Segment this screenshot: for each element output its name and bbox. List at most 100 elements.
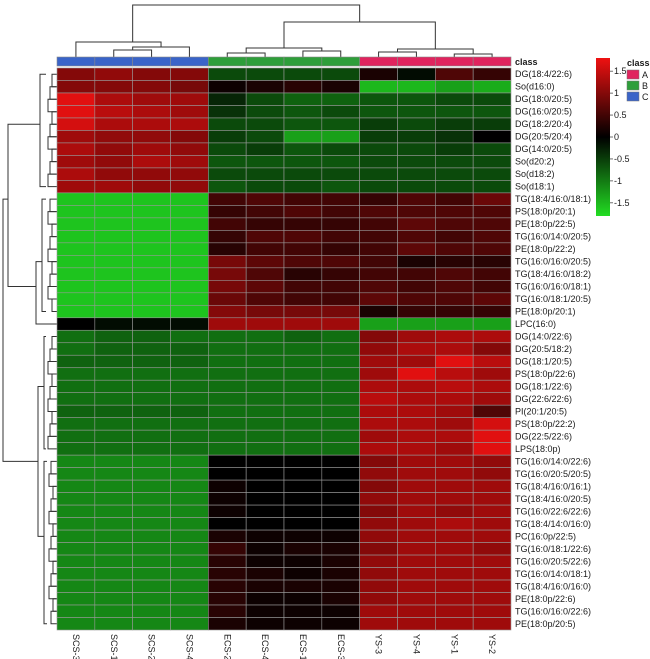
heatmap-cell (472, 255, 512, 269)
heatmap-cell (359, 92, 398, 106)
heatmap-cell (397, 205, 436, 219)
heatmap-cell (397, 504, 436, 518)
heatmap-cell (359, 517, 398, 531)
column-label: ECS-4 (260, 634, 270, 659)
heatmap-cell (94, 379, 133, 394)
heatmap-cell (472, 205, 512, 219)
dendrogram-branch (51, 373, 57, 387)
heatmap-cell (208, 92, 247, 106)
heatmap-cell (321, 367, 360, 381)
heatmap-cell (435, 304, 474, 319)
heatmap-cell (321, 329, 360, 344)
heatmap-cell (321, 492, 360, 506)
heatmap-cell (170, 92, 209, 106)
heatmap-cell (208, 479, 247, 493)
heatmap-cell (397, 379, 436, 394)
heatmap-cell (321, 479, 360, 493)
heatmap-cell (132, 442, 171, 456)
heatmap-cell (56, 504, 96, 518)
column-label: ECS-1 (298, 634, 308, 659)
heatmap-cell (56, 367, 96, 381)
heatmap-cell (132, 80, 171, 94)
column-label: SCS-2 (147, 634, 157, 659)
heatmap-cell (321, 354, 360, 369)
heatmap-cell (208, 404, 247, 418)
heatmap-cell (283, 304, 323, 319)
class-bar-cell (321, 56, 360, 67)
heatmap-cell (56, 467, 96, 481)
heatmap-cell (472, 479, 512, 493)
heatmap-cell (56, 280, 96, 294)
class-legend: class ABC (626, 58, 650, 102)
heatmap-cell (283, 417, 323, 431)
heatmap-cell (283, 130, 323, 144)
heatmap-cell (208, 467, 247, 481)
heatmap-cell (435, 467, 474, 481)
heatmap-cell (435, 417, 474, 431)
heatmap-cell (245, 542, 285, 556)
row-label: TG(16:0/14:0/20:5) (515, 232, 591, 242)
heatmap-cell (321, 342, 360, 356)
heatmap-cell (132, 217, 171, 231)
heatmap-cell (56, 442, 96, 456)
row-label: DG(20:5/20:4) (515, 132, 572, 142)
dendrogram-branch (49, 423, 57, 437)
heatmap-cell (397, 604, 436, 618)
heatmap-cell (94, 217, 133, 231)
row-label: PI(20:1/20:5) (515, 406, 567, 416)
heatmap-cell (94, 304, 133, 319)
heatmap-cell (208, 504, 247, 518)
heatmap-cell (56, 167, 96, 181)
heatmap-cell (170, 604, 209, 618)
dendrogram-branch (226, 52, 266, 57)
heatmap-cell (208, 417, 247, 431)
heatmap-cell (56, 492, 96, 506)
heatmap-cell (397, 417, 436, 431)
row-label: So(d18:1) (515, 182, 555, 192)
dendrogram-branch (50, 460, 57, 475)
heatmap-cell (208, 317, 247, 331)
heatmap-cell (208, 542, 247, 556)
heatmap-cell (472, 529, 512, 543)
row-label: PC(16:0p/22:5) (515, 531, 576, 541)
heatmap-cell (94, 255, 133, 269)
heatmap-cell (170, 542, 209, 556)
heatmap-cell (283, 404, 323, 418)
heatmap-cell (208, 130, 247, 144)
row-label: TG(18:4/16:0/20:5) (515, 494, 591, 504)
dendrogram-branch (51, 336, 57, 350)
heatmap-cell (435, 217, 474, 231)
heatmap-cell (170, 292, 209, 306)
heatmap-cell (56, 80, 96, 94)
heatmap-cell (170, 492, 209, 506)
dendrogram-branch (49, 385, 57, 400)
row-label: PE(18:0p/22:2) (515, 244, 576, 254)
row-label: DG(18:0/20:5) (515, 94, 572, 104)
colorbar-tick-label: -1 (614, 176, 622, 186)
heatmap-cell (359, 592, 398, 606)
column-labels: SCS-3 SCS-1 SCS-2 SCS-4 ECS-2 ECS-4 ECS-1 ECS-3… (71, 634, 497, 659)
heatmap-cell (397, 579, 436, 593)
class-bar-cell (56, 56, 96, 67)
dendrogram-branch (132, 46, 190, 57)
row-label: PE(18:0p/22:5) (515, 219, 576, 229)
heatmap-cell (321, 80, 360, 94)
heatmap-cell (283, 354, 323, 369)
heatmap-cell (472, 267, 512, 281)
heatmap-cell (472, 180, 512, 194)
dendrogram-branch (47, 173, 57, 188)
row-label: TG(18:4/16:0/16:0) (515, 581, 591, 591)
heatmap-cell (359, 567, 398, 581)
class-bar-cell (245, 56, 285, 67)
heatmap-cell (56, 230, 96, 244)
heatmap-cell (283, 579, 323, 593)
heatmap-cell (472, 617, 512, 631)
heatmap-cell (208, 80, 247, 94)
heatmap-cell (321, 467, 360, 481)
heatmap-cell (472, 329, 512, 344)
heatmap-cell (170, 267, 209, 281)
heatmap-cell (359, 529, 398, 543)
heatmap-cell (170, 429, 209, 443)
heatmap-cell (170, 517, 209, 531)
heatmap-cell (56, 155, 96, 169)
